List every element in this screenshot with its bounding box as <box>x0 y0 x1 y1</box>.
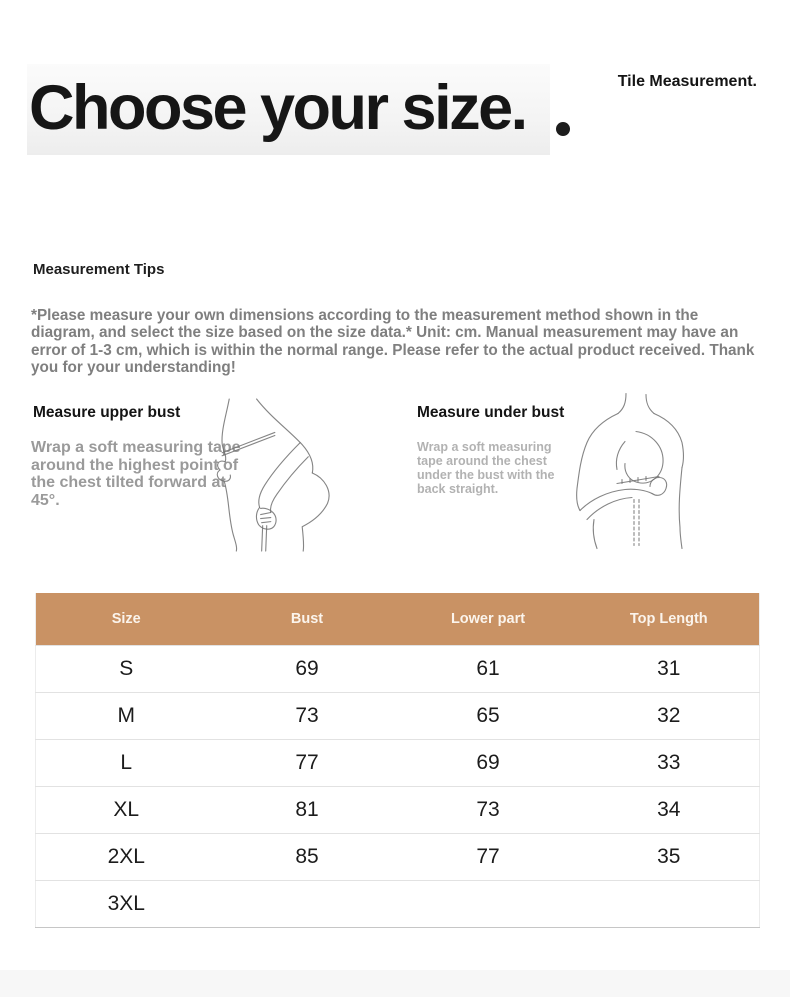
size-table-header-row: Size Bust Lower part Top Length <box>35 593 760 645</box>
cell-size: S <box>35 644 217 692</box>
cell-value: 85 <box>216 832 398 880</box>
page-title: Choose your size. <box>29 73 528 143</box>
size-table: Size Bust Lower part Top Length S 69 61 … <box>35 593 760 928</box>
cell-value: 73 <box>397 785 579 833</box>
under-bust-instructions: Wrap a soft measuring tape around the ch… <box>417 440 555 496</box>
cell-size: M <box>35 691 217 739</box>
tile-measurement-label: Tile Measurement. <box>617 73 757 90</box>
cell-value <box>397 879 579 927</box>
cell-size: 2XL <box>35 832 217 880</box>
measurement-tips-heading: Measurement Tips <box>33 261 165 278</box>
cell-value <box>578 879 760 927</box>
measurement-tips-body: *Please measure your own dimensions acco… <box>31 307 755 376</box>
table-row: L 77 69 33 <box>35 738 760 786</box>
cell-value: 33 <box>578 738 760 786</box>
ring-icon <box>556 122 570 136</box>
cell-size: XL <box>35 785 217 833</box>
cell-value: 77 <box>397 832 579 880</box>
table-row: 2XL 85 77 35 <box>35 832 760 880</box>
column-header-top-length: Top Length <box>578 593 760 645</box>
cell-value: 34 <box>578 785 760 833</box>
upper-bust-illustration <box>216 398 330 552</box>
cell-size: 3XL <box>35 879 217 927</box>
upper-bust-heading: Measure upper bust <box>33 404 181 421</box>
cell-value: 31 <box>578 644 760 692</box>
hero-highlight-box <box>27 64 550 155</box>
bottom-section-divider <box>0 970 790 997</box>
table-row: M 73 65 32 <box>35 691 760 739</box>
cell-size: L <box>35 738 217 786</box>
cell-value: 61 <box>397 644 579 692</box>
cell-value: 77 <box>216 738 398 786</box>
cell-value: 81 <box>216 785 398 833</box>
under-bust-illustration <box>576 392 685 550</box>
column-header-size: Size <box>35 593 217 645</box>
column-header-bust: Bust <box>216 593 398 645</box>
cell-value: 69 <box>397 738 579 786</box>
cell-value: 35 <box>578 832 760 880</box>
upper-bust-instructions: Wrap a soft measuring tape around the hi… <box>31 439 241 509</box>
cell-value: 73 <box>216 691 398 739</box>
table-row: S 69 61 31 <box>35 644 760 692</box>
table-row: 3XL <box>35 879 760 927</box>
cell-value: 69 <box>216 644 398 692</box>
column-header-lower-part: Lower part <box>397 593 579 645</box>
cell-value: 65 <box>397 691 579 739</box>
table-row: XL 81 73 34 <box>35 785 760 833</box>
cell-value: 32 <box>578 691 760 739</box>
under-bust-heading: Measure under bust <box>417 404 565 421</box>
cell-value <box>216 879 398 927</box>
